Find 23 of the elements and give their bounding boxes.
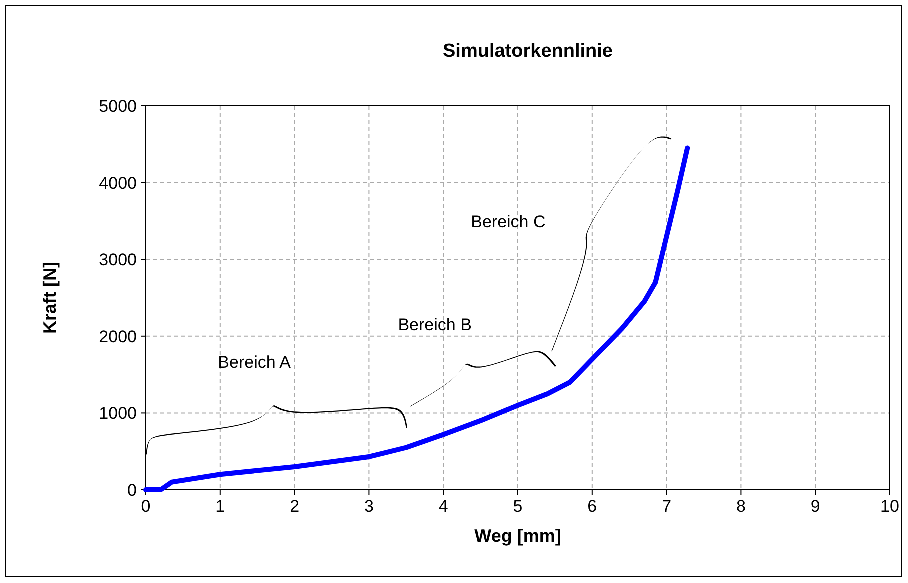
chart-title: Simulatorkennlinie [443, 41, 613, 62]
y-tick-label: 0 [128, 481, 137, 500]
x-tick-label: 10 [880, 497, 900, 516]
x-tick-label: 1 [216, 497, 226, 516]
annotation: Bereich B [398, 315, 472, 334]
x-axis-title: Weg [mm] [474, 526, 562, 546]
x-tick-label: 6 [588, 497, 598, 516]
x-tick-label: 4 [438, 497, 448, 516]
annotation: Bereich C [471, 212, 546, 232]
y-tick-label: 5000 [99, 97, 137, 116]
x-tick-label: 8 [736, 497, 746, 516]
x-tick-label: 5 [513, 497, 523, 516]
x-tick-label: 7 [662, 497, 672, 516]
x-tick-label: 0 [141, 497, 151, 516]
y-tick-label: 2000 [99, 327, 137, 346]
y-tick-label: 3000 [99, 250, 137, 270]
y-tick-label: 1000 [99, 404, 137, 424]
y-axis-title: Kraft [N] [40, 262, 60, 334]
x-tick-label: 3 [364, 497, 374, 516]
annotation: Bereich A [218, 352, 292, 372]
x-tick-label: 2 [290, 497, 300, 516]
y-tick-label: 4000 [99, 174, 137, 193]
x-tick-label: 9 [810, 497, 820, 516]
